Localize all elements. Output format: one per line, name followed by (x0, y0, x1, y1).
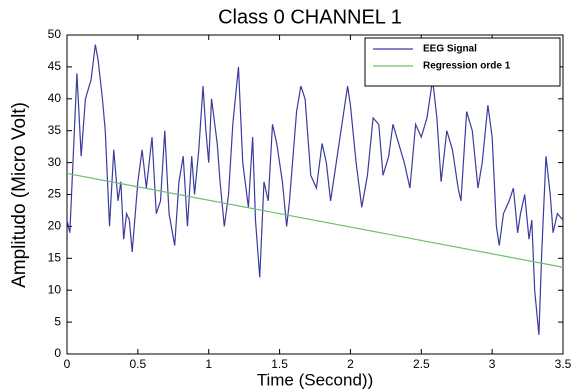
x-tick-label: 1 (205, 357, 212, 371)
x-tick-label: 3 (489, 357, 496, 371)
y-tick-label: 15 (48, 250, 62, 264)
y-tick-label: 5 (54, 314, 61, 328)
y-tick-label: 25 (48, 187, 62, 201)
legend-label: Regression orde 1 (423, 61, 511, 72)
y-tick-label: 20 (48, 219, 62, 233)
y-tick-label: 10 (48, 282, 62, 296)
chart-title: Class 0 CHANNEL 1 (218, 6, 402, 28)
y-tick-label: 45 (48, 59, 62, 73)
y-tick-label: 35 (48, 123, 62, 137)
x-tick-label: 3.5 (555, 357, 572, 371)
x-tick-label: 2.5 (413, 357, 430, 371)
y-axis-label: Amplitudo (Micro Volt) (9, 102, 30, 288)
y-tick-label: 30 (48, 155, 62, 169)
legend-box (364, 37, 561, 87)
x-tick-label: 0.5 (130, 357, 147, 371)
x-tick-label: 2 (347, 357, 354, 371)
series-line (66, 172, 564, 268)
legend-label: EEG Signal (423, 44, 477, 55)
y-tick-label: 0 (54, 346, 61, 360)
x-axis-label: Time (Second)) (257, 370, 374, 389)
x-tick-label: 1.5 (271, 357, 288, 371)
series-line (66, 44, 564, 335)
x-tick-label: 0 (64, 357, 71, 371)
y-tick-label: 40 (48, 91, 62, 105)
y-tick-label: 50 (48, 27, 62, 41)
